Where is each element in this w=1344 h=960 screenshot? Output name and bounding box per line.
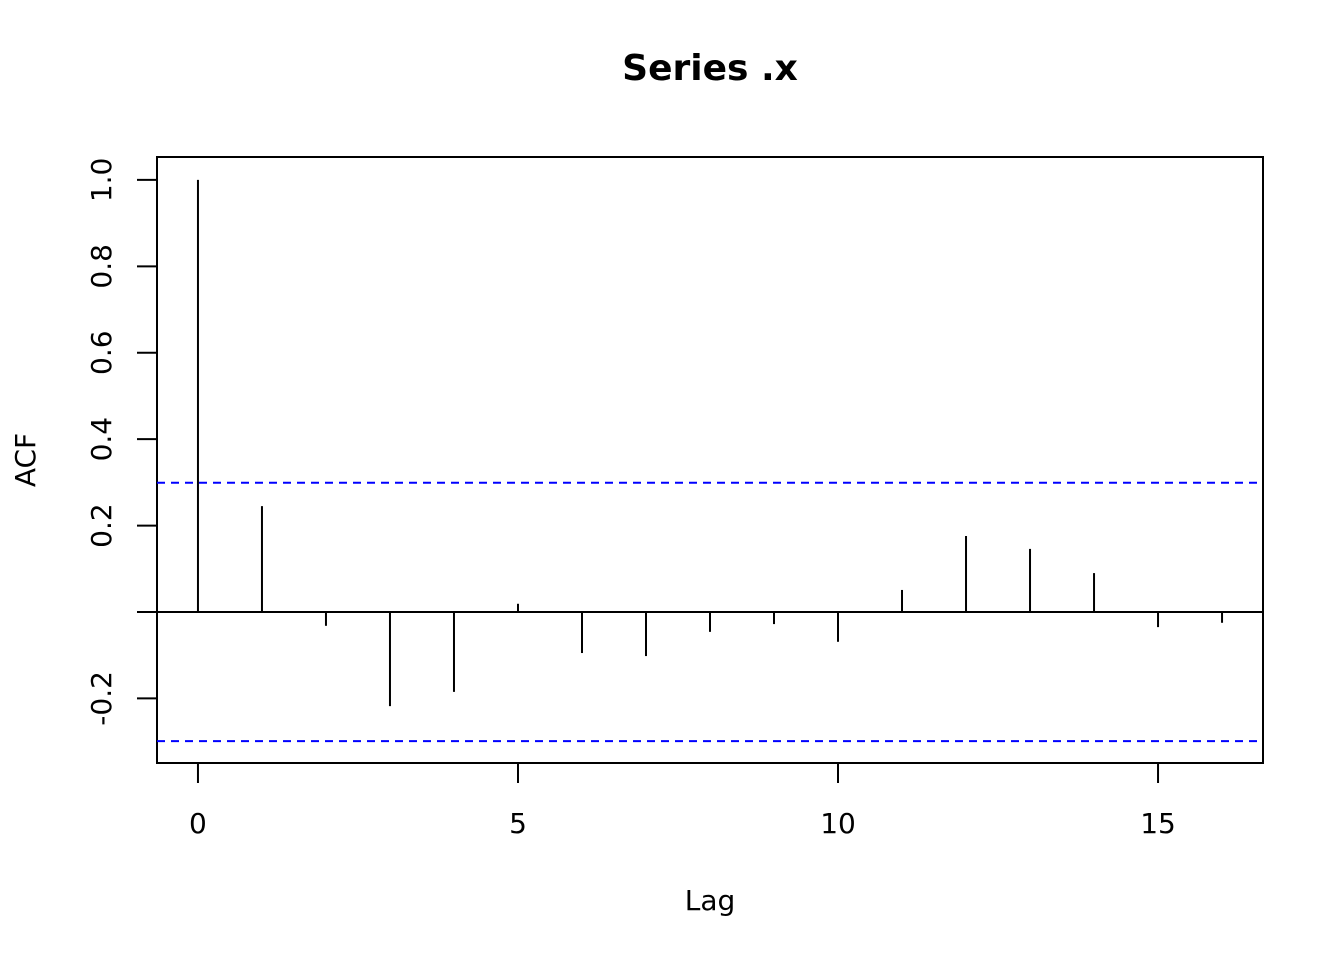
- y-tick-label: 0.4: [85, 417, 118, 462]
- x-tick-label: 10: [820, 807, 856, 840]
- x-axis-title: Lag: [685, 884, 736, 917]
- y-axis-title: ACF: [9, 433, 42, 487]
- x-tick-label: 15: [1140, 807, 1176, 840]
- y-tick-label: 1.0: [85, 158, 118, 203]
- x-tick-label: 5: [509, 807, 527, 840]
- x-tick-label: 0: [189, 807, 207, 840]
- y-tick-label: -0.2: [85, 671, 118, 726]
- y-tick-label: 0.8: [85, 244, 118, 289]
- y-tick-label: 0.2: [85, 503, 118, 548]
- plot-frame: [156, 156, 1264, 764]
- chart-title: Series .x: [622, 48, 798, 89]
- y-tick-label: 0.6: [85, 330, 118, 375]
